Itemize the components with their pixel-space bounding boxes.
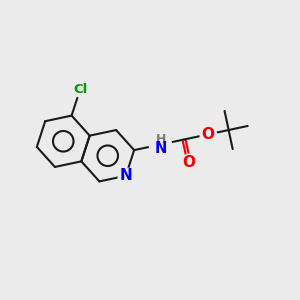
Text: O: O	[182, 155, 195, 170]
Text: Cl: Cl	[73, 83, 87, 96]
Text: H: H	[156, 133, 166, 146]
Text: N: N	[155, 141, 167, 156]
Text: O: O	[201, 127, 214, 142]
Text: N: N	[119, 168, 132, 183]
